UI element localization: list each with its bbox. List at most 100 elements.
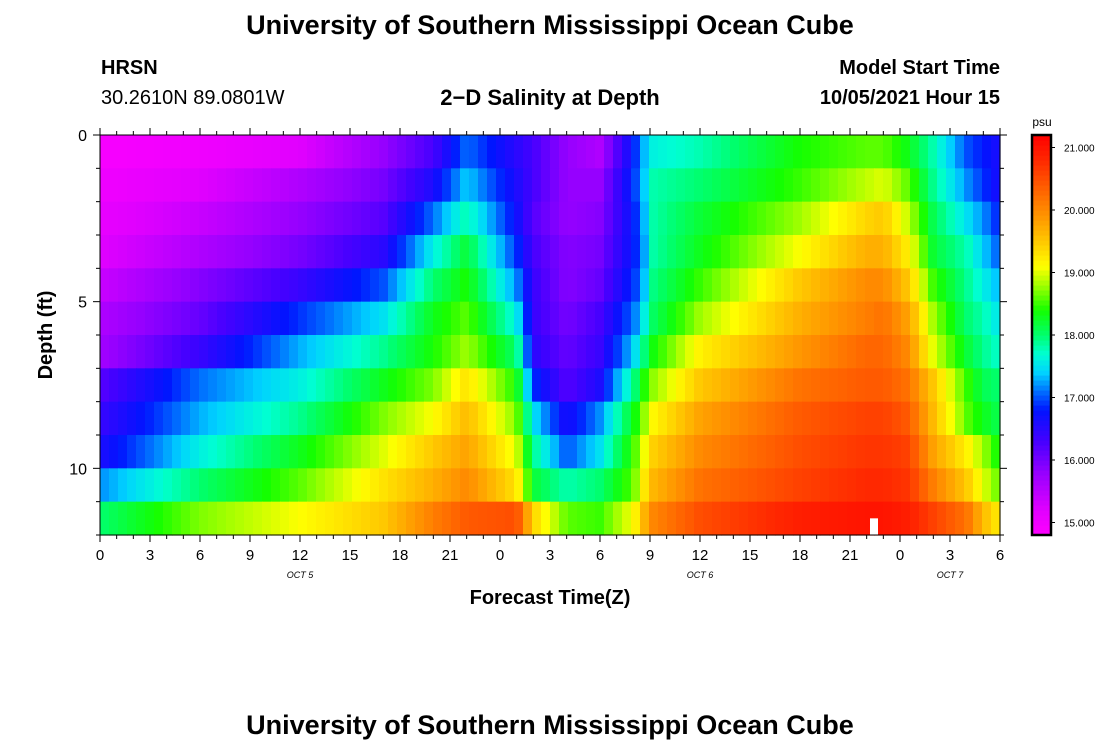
heatmap-cell [226, 235, 236, 269]
heatmap-cell [685, 168, 695, 203]
heatmap-cell [550, 368, 560, 403]
colorbar-segment [1032, 520, 1051, 526]
heatmap-cell [631, 401, 641, 436]
heatmap-cell [955, 301, 965, 336]
colorbar-segment [1032, 325, 1051, 331]
heatmap-cell [577, 201, 587, 236]
colorbar-segment [1032, 195, 1051, 201]
heatmap-cell [532, 201, 542, 236]
heatmap-cell [982, 168, 992, 203]
heatmap-cell [505, 368, 515, 403]
heatmap-cell [937, 401, 947, 436]
heatmap-cell [685, 401, 695, 436]
heatmap-cell [946, 235, 956, 269]
heatmap-cell [415, 368, 425, 403]
heatmap-cell [631, 368, 641, 403]
heatmap-cell [712, 401, 722, 436]
heatmap-cell [397, 235, 407, 269]
heatmap-cell [631, 168, 641, 203]
heatmap-cell [667, 201, 677, 236]
heatmap-cell [226, 168, 236, 203]
heatmap-cell [496, 235, 506, 269]
heatmap-cell [973, 335, 983, 369]
heatmap-cell [136, 368, 146, 403]
heatmap-cell [100, 268, 110, 303]
heatmap-cell [190, 201, 200, 236]
heatmap-cell [820, 201, 830, 236]
heatmap-cell [109, 235, 119, 269]
heatmap-cell [433, 201, 443, 236]
heatmap-cell [109, 135, 119, 169]
heatmap-cell [748, 468, 758, 503]
heatmap-cell [487, 435, 497, 469]
heatmap-cell [568, 301, 578, 336]
heatmap-cell [946, 501, 956, 536]
heatmap-cell [973, 168, 983, 203]
heatmap-cell [649, 501, 659, 536]
heatmap-cell [433, 501, 443, 536]
heatmap-cell [991, 468, 1001, 503]
colorbar-segment [1032, 405, 1051, 411]
heatmap-cell [892, 268, 902, 303]
heatmap-cell [136, 401, 146, 436]
heatmap-cell [721, 135, 731, 169]
heatmap-cell [496, 435, 506, 469]
heatmap-cell [343, 401, 353, 436]
heatmap-cell [649, 235, 659, 269]
heatmap-cell [766, 201, 776, 236]
heatmap-cell [820, 268, 830, 303]
heatmap-cell [361, 301, 371, 336]
heatmap-cell [559, 368, 569, 403]
heatmap-cell [973, 435, 983, 469]
colorbar-segment [1032, 245, 1051, 251]
heatmap-cell [712, 201, 722, 236]
heatmap-cell [775, 135, 785, 169]
heatmap-cell [946, 301, 956, 336]
heatmap-cell [100, 135, 110, 169]
heatmap-cell [154, 335, 164, 369]
heatmap-cell [289, 501, 299, 536]
heatmap-cell [262, 135, 272, 169]
heatmap-cell [856, 235, 866, 269]
heatmap-cell [442, 168, 452, 203]
heatmap-cell [253, 301, 263, 336]
x-tick-label: 9 [646, 547, 654, 564]
heatmap-cell [433, 335, 443, 369]
heatmap-cell [982, 301, 992, 336]
heatmap-cell [811, 335, 821, 369]
heatmap-cell [316, 368, 326, 403]
colorbar-segment [1032, 380, 1051, 386]
heatmap-cell [469, 201, 479, 236]
heatmap-cell [973, 468, 983, 503]
heatmap-cell [199, 201, 209, 236]
heatmap-cell [793, 368, 803, 403]
heatmap-cell [793, 301, 803, 336]
heatmap-cell [973, 201, 983, 236]
heatmap-cell [352, 468, 362, 503]
heatmap-cell [604, 301, 614, 336]
heatmap-cell [487, 168, 497, 203]
heatmap-cell [613, 135, 623, 169]
heatmap-cell [712, 468, 722, 503]
heatmap-cell [991, 268, 1001, 303]
heatmap-cell [964, 268, 974, 303]
heatmap-cell [397, 301, 407, 336]
heatmap-cell [748, 501, 758, 536]
heatmap-cell [289, 301, 299, 336]
heatmap-cell [181, 201, 191, 236]
heatmap-cell [955, 201, 965, 236]
colorbar-segment [1032, 495, 1051, 501]
x-tick-label: 0 [896, 547, 904, 564]
heatmap-cell [127, 401, 137, 436]
heatmap-cell [487, 501, 497, 536]
heatmap-cell [856, 468, 866, 503]
heatmap-cell [163, 268, 173, 303]
heatmap-cell [586, 368, 596, 403]
heatmap-cell [424, 168, 434, 203]
heatmap-cell [568, 235, 578, 269]
heatmap-cell [820, 235, 830, 269]
heatmap-cell [280, 368, 290, 403]
heatmap-cell [658, 235, 668, 269]
heatmap-cell [487, 335, 497, 369]
heatmap-cell [712, 268, 722, 303]
